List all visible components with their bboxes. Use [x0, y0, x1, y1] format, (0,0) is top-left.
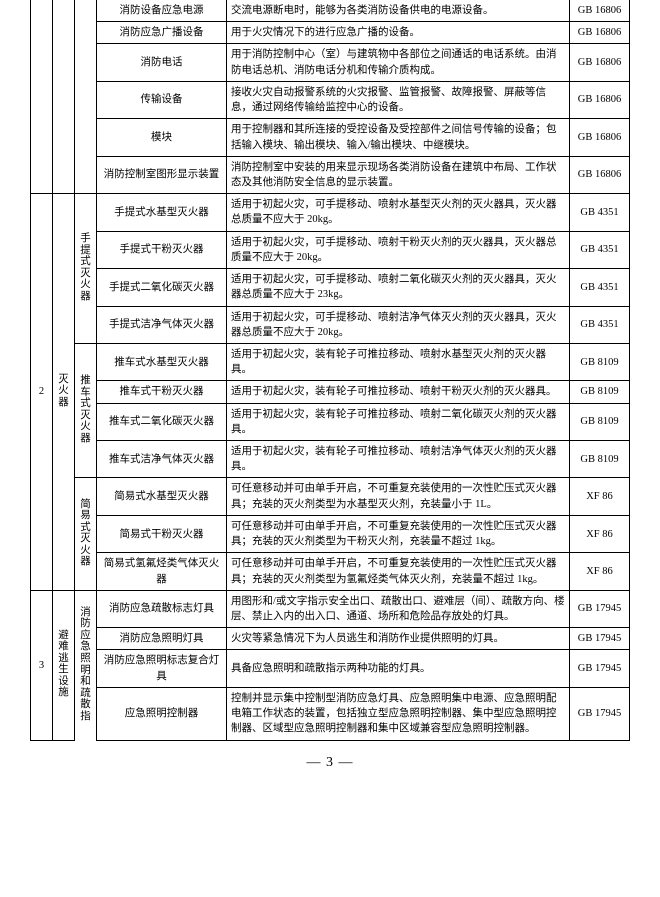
- table-row: 推车式干粉灭火器适用于初起火灾，装有轮子可推拉移动、喷射干粉灭火剂的灭火器具。G…: [31, 381, 630, 403]
- item-std: GB 16806: [570, 156, 630, 193]
- item-std: GB 8109: [570, 441, 630, 478]
- table-row: 2灭火器手提式灭火器手提式水基型灭火器适用于初起火灾，可手提移动、喷射水基型灭火…: [31, 194, 630, 231]
- item-desc: 可任意移动并可由单手开启，不可重复充装使用的一次性贮压式灭火器具；充装的灭火剂类…: [227, 553, 570, 590]
- item-desc: 适用于初起火灾，可手提移动、喷射洁净气体灭火剂的灭火器具，灭火器总质量不应大于 …: [227, 306, 570, 343]
- cat-cell: 避难逃生设施: [53, 590, 75, 740]
- item-name: 应急照明控制器: [97, 687, 227, 740]
- item-desc: 火灾等紧急情况下为人员逃生和消防作业提供照明的灯具。: [227, 628, 570, 650]
- item-std: GB 4351: [570, 231, 630, 268]
- table-row: 推车式二氧化碳灭火器适用于初起火灾，装有轮子可推拉移动、喷射二氧化碳灭火剂的灭火…: [31, 403, 630, 440]
- item-std: GB 8109: [570, 381, 630, 403]
- item-std: GB 16806: [570, 119, 630, 156]
- page-footer: — 3 —: [30, 755, 630, 771]
- item-desc: 适用于初起火灾，可手提移动、喷射二氧化碳灭火剂的灭火器具，灭火器总质量不应大于 …: [227, 269, 570, 306]
- table-row: 传输设备接收火灾自动报警系统的火灾报警、监管报警、故障报警、屏蔽等信息，通过网络…: [31, 81, 630, 118]
- item-std: GB 16806: [570, 44, 630, 81]
- spec-table: 消防设备应急电源交流电源断电时，能够为各类消防设备供电的电源设备。GB 1680…: [30, 0, 630, 741]
- sub-cell: [75, 0, 97, 194]
- item-name: 消防应急照明标志复合灯具: [97, 650, 227, 687]
- item-desc: 控制并显示集中控制型消防应急灯具、应急照明集中电源、应急照明配电箱工作状态的装置…: [227, 687, 570, 740]
- item-desc: 适用于初起火灾，可手提移动、喷射干粉灭火剂的灭火器具，灭火器总质量不应大于 20…: [227, 231, 570, 268]
- item-std: GB 17945: [570, 628, 630, 650]
- item-desc: 适用于初起火灾，装有轮子可推拉移动、喷射洁净气体灭火剂的灭火器具。: [227, 441, 570, 478]
- idx-cell: [31, 0, 53, 194]
- table-row: 手提式洁净气体灭火器适用于初起火灾，可手提移动、喷射洁净气体灭火剂的灭火器具，灭…: [31, 306, 630, 343]
- item-name: 手提式洁净气体灭火器: [97, 306, 227, 343]
- table-row: 应急照明控制器控制并显示集中控制型消防应急灯具、应急照明集中电源、应急照明配电箱…: [31, 687, 630, 740]
- table-row: 简易式灭火器简易式水基型灭火器可任意移动并可由单手开启，不可重复充装使用的一次性…: [31, 478, 630, 515]
- table-row: 消防应急照明灯具火灾等紧急情况下为人员逃生和消防作业提供照明的灯具。GB 179…: [31, 628, 630, 650]
- item-std: GB 4351: [570, 306, 630, 343]
- item-desc: 适用于初起火灾，装有轮子可推拉移动、喷射水基型灭火剂的灭火器具。: [227, 343, 570, 380]
- item-std: GB 4351: [570, 269, 630, 306]
- idx-cell: 2: [31, 194, 53, 591]
- table-row: 消防应急照明标志复合灯具具备应急照明和疏散指示两种功能的灯具。GB 17945: [31, 650, 630, 687]
- item-name: 消防电话: [97, 44, 227, 81]
- item-desc: 可任意移动并可由单手开启，不可重复充装使用的一次性贮压式灭火器具；充装的灭火剂类…: [227, 478, 570, 515]
- item-std: XF 86: [570, 478, 630, 515]
- item-desc: 消防控制室中安装的用来显示现场各类消防设备在建筑中布局、工作状态及其他消防安全信…: [227, 156, 570, 193]
- sub-cell: 手提式灭火器: [75, 194, 97, 344]
- item-desc: 可任意移动并可由单手开启，不可重复充装使用的一次性贮压式灭火器具；充装的灭火剂类…: [227, 515, 570, 552]
- item-name: 推车式水基型灭火器: [97, 343, 227, 380]
- item-std: GB 4351: [570, 194, 630, 231]
- idx-cell: 3: [31, 590, 53, 740]
- table-row: 消防电话用于消防控制中心（室）与建筑物中各部位之间通话的电话系统。由消防电话总机…: [31, 44, 630, 81]
- item-name: 消防控制室图形显示装置: [97, 156, 227, 193]
- item-desc: 适用于初起火灾，装有轮子可推拉移动、喷射干粉灭火剂的灭火器具。: [227, 381, 570, 403]
- item-std: GB 16806: [570, 0, 630, 22]
- item-std: GB 17945: [570, 687, 630, 740]
- item-desc: 交流电源断电时，能够为各类消防设备供电的电源设备。: [227, 0, 570, 22]
- item-name: 简易式水基型灭火器: [97, 478, 227, 515]
- item-name: 消防设备应急电源: [97, 0, 227, 22]
- item-name: 手提式水基型灭火器: [97, 194, 227, 231]
- table-row: 简易式干粉灭火器可任意移动并可由单手开启，不可重复充装使用的一次性贮压式灭火器具…: [31, 515, 630, 552]
- item-std: GB 17945: [570, 650, 630, 687]
- sub-cell: 简易式灭火器: [75, 478, 97, 590]
- table-row: 消防设备应急电源交流电源断电时，能够为各类消防设备供电的电源设备。GB 1680…: [31, 0, 630, 22]
- table-row: 手提式干粉灭火器适用于初起火灾，可手提移动、喷射干粉灭火剂的灭火器具，灭火器总质…: [31, 231, 630, 268]
- item-desc: 用于控制器和其所连接的受控设备及受控部件之间信号传输的设备；包括输入模块、输出模…: [227, 119, 570, 156]
- item-std: GB 16806: [570, 81, 630, 118]
- item-std: XF 86: [570, 515, 630, 552]
- item-desc: 用于消防控制中心（室）与建筑物中各部位之间通话的电话系统。由消防电话总机、消防电…: [227, 44, 570, 81]
- item-desc: 适用于初起火灾，装有轮子可推拉移动、喷射二氧化碳灭火剂的灭火器具。: [227, 403, 570, 440]
- item-name: 手提式二氧化碳灭火器: [97, 269, 227, 306]
- table-row: 简易式氢氟烃类气体灭火器可任意移动并可由单手开启，不可重复充装使用的一次性贮压式…: [31, 553, 630, 590]
- sub-cell: 推车式灭火器: [75, 343, 97, 478]
- item-desc: 接收火灾自动报警系统的火灾报警、监管报警、故障报警、屏蔽等信息，通过网络传输给监…: [227, 81, 570, 118]
- table-row: 推车式灭火器推车式水基型灭火器适用于初起火灾，装有轮子可推拉移动、喷射水基型灭火…: [31, 343, 630, 380]
- item-std: XF 86: [570, 553, 630, 590]
- item-name: 消防应急疏散标志灯具: [97, 590, 227, 627]
- cat-cell: [53, 0, 75, 194]
- cat-cell: 灭火器: [53, 194, 75, 591]
- item-desc: 具备应急照明和疏散指示两种功能的灯具。: [227, 650, 570, 687]
- item-name: 消防应急广播设备: [97, 22, 227, 44]
- table-row: 推车式洁净气体灭火器适用于初起火灾，装有轮子可推拉移动、喷射洁净气体灭火剂的灭火…: [31, 441, 630, 478]
- table-row: 模块用于控制器和其所连接的受控设备及受控部件之间信号传输的设备；包括输入模块、输…: [31, 119, 630, 156]
- item-desc: 用于火灾情况下的进行应急广播的设备。: [227, 22, 570, 44]
- item-desc: 用图形和/或文字指示安全出口、疏散出口、避难层（间）、疏散方向、楼层、禁止入内的…: [227, 590, 570, 627]
- item-name: 推车式二氧化碳灭火器: [97, 403, 227, 440]
- item-std: GB 17945: [570, 590, 630, 627]
- table-row: 3避难逃生设施消防应急照明和疏散指消防应急疏散标志灯具用图形和/或文字指示安全出…: [31, 590, 630, 627]
- table-row: 消防应急广播设备用于火灾情况下的进行应急广播的设备。GB 16806: [31, 22, 630, 44]
- item-name: 简易式干粉灭火器: [97, 515, 227, 552]
- item-name: 传输设备: [97, 81, 227, 118]
- item-name: 简易式氢氟烃类气体灭火器: [97, 553, 227, 590]
- item-name: 手提式干粉灭火器: [97, 231, 227, 268]
- page: 消防设备应急电源交流电源断电时，能够为各类消防设备供电的电源设备。GB 1680…: [0, 0, 660, 791]
- table-row: 手提式二氧化碳灭火器适用于初起火灾，可手提移动、喷射二氧化碳灭火剂的灭火器具，灭…: [31, 269, 630, 306]
- item-name: 推车式干粉灭火器: [97, 381, 227, 403]
- item-name: 推车式洁净气体灭火器: [97, 441, 227, 478]
- sub-cell: 消防应急照明和疏散指: [75, 590, 97, 740]
- item-name: 模块: [97, 119, 227, 156]
- item-std: GB 8109: [570, 343, 630, 380]
- item-std: GB 8109: [570, 403, 630, 440]
- item-name: 消防应急照明灯具: [97, 628, 227, 650]
- item-std: GB 16806: [570, 22, 630, 44]
- item-desc: 适用于初起火灾，可手提移动、喷射水基型灭火剂的灭火器具，灭火器总质量不应大于 2…: [227, 194, 570, 231]
- table-row: 消防控制室图形显示装置消防控制室中安装的用来显示现场各类消防设备在建筑中布局、工…: [31, 156, 630, 193]
